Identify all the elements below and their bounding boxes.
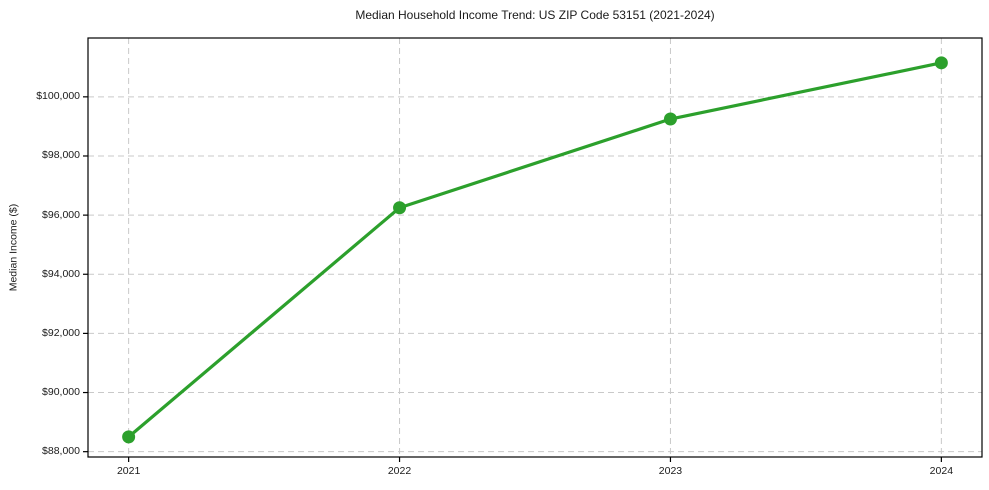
x-tick-label: 2021 xyxy=(116,465,141,477)
plot-border xyxy=(87,37,983,458)
y-tick-label: $98,000 xyxy=(42,149,80,162)
y-tick-label: $100,000 xyxy=(36,90,80,103)
x-tick-label: 2023 xyxy=(658,465,683,477)
x-tick-label: 2024 xyxy=(929,465,954,477)
y-tick-label: $94,000 xyxy=(42,267,80,280)
data-point-2022 xyxy=(393,201,407,215)
data-point-2021 xyxy=(122,430,136,444)
y-tick-label: $92,000 xyxy=(42,326,80,339)
x-tick-label: 2022 xyxy=(387,465,412,477)
y-tick-label: $96,000 xyxy=(42,208,80,221)
data-point-2024 xyxy=(934,56,948,70)
data-point-2023 xyxy=(663,112,677,126)
y-tick-label: $90,000 xyxy=(42,386,80,399)
chart-title: Median Household Income Trend: US ZIP Co… xyxy=(355,8,715,22)
y-tick-label: $88,000 xyxy=(42,445,80,458)
trend-line xyxy=(127,61,943,439)
